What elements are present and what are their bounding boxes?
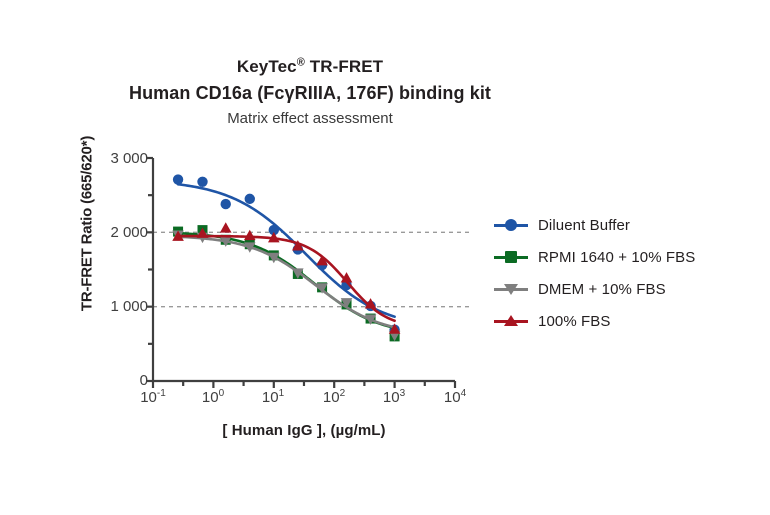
x-tick-base: 10 (140, 389, 157, 406)
data-point (292, 268, 304, 279)
x-axis-title: [ Human IgG ], (µg/mL) (222, 422, 386, 439)
series-rpmi-1640-10-fbs (173, 225, 400, 342)
data-point (243, 242, 256, 253)
x-tick-label-1e0: 100 (190, 388, 236, 407)
x-tick-exp: 4 (460, 388, 467, 399)
fit-curve (176, 234, 396, 323)
data-series-group (172, 174, 401, 342)
legend-item-dmem[interactable]: DMEM + 10% FBS (494, 273, 764, 305)
axes-group (146, 156, 457, 388)
data-point (172, 230, 184, 241)
x-tick-exp: 0 (218, 388, 225, 399)
legend-item-100-fbs[interactable]: 100% FBS (494, 305, 764, 337)
legend-marker-square-icon (494, 247, 528, 267)
data-point (340, 298, 353, 309)
legend-label-diluent-buffer: Diluent Buffer (538, 216, 631, 234)
x-tick-exp: 1 (278, 388, 285, 399)
legend-marker-circle-icon (494, 215, 528, 235)
fit-curve (176, 235, 396, 329)
x-tick-base: 10 (443, 389, 461, 406)
legend-marker (504, 315, 518, 326)
chart-title-line1-post: TR-FRET (304, 57, 384, 76)
data-point (196, 227, 209, 238)
data-point (268, 231, 280, 243)
data-point (268, 252, 280, 264)
data-point (364, 314, 377, 325)
fit-curve (176, 182, 396, 318)
x-tick-base: 10 (261, 389, 279, 406)
y-tick-label-0: 0 (139, 372, 148, 389)
gridlines-group (153, 231, 472, 308)
data-point (340, 272, 353, 283)
x-tick-label-1e1: 101 (250, 388, 296, 407)
legend-label-rpmi-1640: RPMI 1640 + 10% FBS (538, 248, 696, 266)
x-tick-label-1e2: 102 (311, 388, 357, 407)
y-tick-label-2000: 2 000 (110, 224, 148, 241)
legend-item-diluent-buffer[interactable]: Diluent Buffer (494, 209, 764, 241)
legend: Diluent Buffer RPMI 1640 + 10% FBS DMEM … (494, 209, 764, 337)
x-tick-base: 10 (201, 389, 219, 406)
x-tick-label-1e-1: 10-1 (130, 388, 176, 407)
data-point (316, 254, 328, 266)
registered-mark-icon: ® (296, 56, 305, 69)
chart-title-line1: KeyTec® TR-FRET (0, 56, 620, 77)
legend-marker (505, 219, 517, 231)
data-point (197, 176, 208, 187)
chart-subtitle: Matrix effect assessment (227, 110, 393, 127)
series-dmem-10-fbs (172, 230, 401, 342)
data-point (243, 229, 256, 241)
x-tick-exp: 2 (339, 388, 346, 399)
data-point (268, 224, 279, 236)
chart-title-block: KeyTec® TR-FRET Human CD16a (FcγRIIIA, 1… (0, 56, 620, 130)
legend-marker-triangle-up-icon (494, 311, 528, 331)
y-tick-label-1000: 1 000 (110, 298, 148, 315)
data-point (388, 323, 401, 334)
legend-marker-triangle-down-icon (494, 279, 528, 299)
data-point (220, 198, 231, 210)
series-diluent-buffer (172, 174, 400, 335)
data-point (172, 174, 184, 185)
x-tick-exp: -1 (156, 388, 166, 399)
legend-marker (504, 284, 518, 295)
legend-marker (505, 251, 517, 263)
legend-label-100-fbs: 100% FBS (538, 312, 611, 330)
y-tick-label-3000: 3 000 (110, 150, 148, 167)
chart-title-line2: Human CD16a (FcγRIIIA, 176F) binding kit (128, 83, 492, 103)
x-tick-base: 10 (382, 389, 400, 406)
x-tick-label-1e3: 103 (371, 388, 417, 407)
series-100-fbs (172, 222, 401, 334)
data-point (219, 222, 232, 233)
x-tick-base: 10 (322, 389, 340, 406)
data-point (316, 283, 328, 294)
data-point (292, 240, 304, 251)
chart-title-line1-pre: KeyTec (236, 57, 297, 76)
legend-item-rpmi-1640[interactable]: RPMI 1640 + 10% FBS (494, 241, 764, 273)
x-tick-label-1e4: 104 (432, 388, 478, 407)
data-point (219, 236, 232, 247)
data-point (244, 193, 255, 205)
legend-label-dmem: DMEM + 10% FBS (538, 280, 666, 298)
x-tick-exp: 3 (399, 388, 406, 399)
data-point (364, 298, 377, 309)
fit-curve (176, 231, 396, 330)
